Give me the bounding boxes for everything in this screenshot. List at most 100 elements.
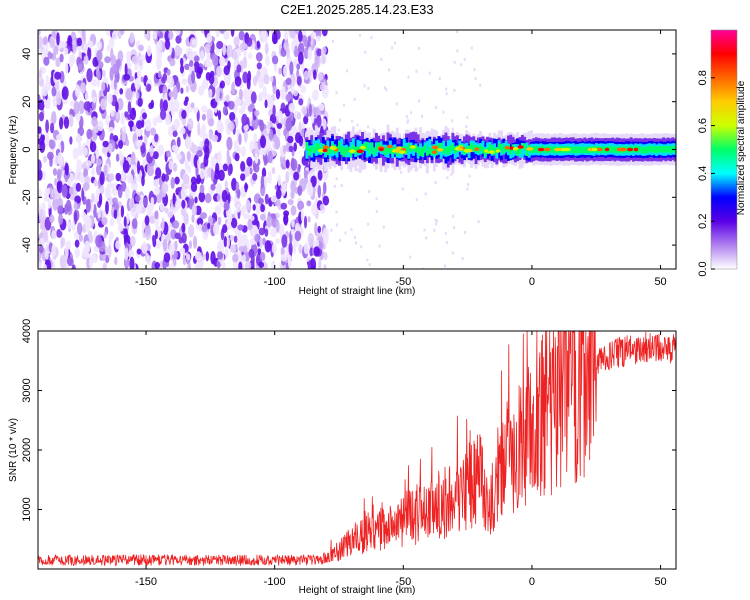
- spectrogram-noise-blob: [52, 197, 59, 211]
- spectrogram-speckle: [415, 198, 418, 202]
- spectrogram-noise-blob: [61, 86, 69, 100]
- spectrogram-noise-blob: [248, 52, 253, 60]
- spectrogram-noise-blob: [240, 173, 246, 182]
- spectrogram-speckle: [466, 187, 469, 191]
- spectrogram-signal-band: [625, 146, 628, 154]
- spectrogram-speckle: [356, 123, 359, 127]
- spectrogram-noise-blob: [217, 216, 222, 226]
- spectrogram-noise-blob: [235, 181, 240, 192]
- spectrogram-hot-spot: [619, 147, 627, 152]
- spectrogram-hot-spot: [463, 149, 471, 153]
- figure-title: C2E1.2025.285.14.23.E33: [280, 2, 433, 17]
- spectrogram-signal-band: [632, 146, 635, 153]
- spectrogram-noise-blob: [168, 160, 174, 170]
- spectrogram-noise-blob: [312, 69, 317, 80]
- spectrogram-speckle: [415, 69, 418, 73]
- spectrogram-noise-blob: [313, 246, 320, 257]
- spectrogram-noise-blob: [298, 98, 304, 106]
- spectrogram-noise-blob: [117, 186, 123, 199]
- spectrogram-noise-blob: [87, 217, 92, 229]
- spectrogram-noise-blob: [173, 163, 178, 172]
- spectrogram-noise-blob: [260, 204, 265, 213]
- spectrogram-noise-blob: [129, 107, 137, 121]
- spectrogram-noise-blob: [280, 253, 288, 262]
- spectrogram-speckle: [382, 132, 385, 136]
- spectrogram-noise-blob: [181, 109, 187, 119]
- spectrogram-speckle: [460, 63, 463, 67]
- spectrogram-signal-band: [419, 147, 422, 156]
- spectrogram-speckle: [401, 187, 404, 191]
- spectrogram-noise-blob: [320, 47, 325, 58]
- spectrogram-noise-blob: [114, 256, 118, 266]
- spectrogram-noise-blob: [258, 227, 265, 236]
- spectrogram-noise-blob: [317, 225, 322, 234]
- spectrogram-noise-blob: [255, 202, 261, 215]
- spectrogram-noise-blob: [152, 151, 159, 160]
- spectrogram-noise-blob: [48, 139, 56, 150]
- spectrogram-noise-blob: [283, 212, 289, 226]
- spectrogram-speckle: [333, 184, 336, 188]
- spectrogram-noise-blob: [223, 30, 230, 40]
- spectrogram-noise-blob: [74, 239, 80, 248]
- spectrogram-noise-blob: [107, 93, 113, 104]
- spectrogram-noise-blob: [234, 152, 240, 162]
- spectrogram-signal-band: [453, 147, 457, 154]
- spectrogram-noise-blob: [38, 99, 45, 111]
- spectrogram-signal-band: [326, 147, 330, 156]
- spectrogram-hot-spot: [396, 146, 402, 150]
- spectrogram-noise-blob: [88, 40, 94, 49]
- spectrogram-noise-blob: [242, 204, 247, 215]
- spectrogram-noise-blob: [101, 216, 108, 226]
- spectrogram-noise-blob: [102, 262, 107, 269]
- spectrogram-noise-blob: [175, 35, 182, 44]
- spectrogram-noise-blob: [54, 178, 58, 186]
- spectrogram-noise-blob: [204, 43, 211, 54]
- spectrogram-noise-blob: [187, 165, 192, 174]
- spectrogram-noise-blob: [123, 73, 131, 81]
- spectrogram-noise-blob: [191, 70, 196, 84]
- spectrogram-noise-blob: [58, 213, 64, 225]
- spectrogram-noise-blob: [168, 30, 174, 40]
- spectrogram-noise-blob: [298, 243, 303, 255]
- spectrogram-noise-blob: [154, 185, 160, 196]
- spectrogram-noise-blob: [272, 85, 277, 95]
- spectrogram-y-tick-label: 20: [21, 96, 33, 108]
- spectrogram-noise-blob: [85, 160, 92, 167]
- spectrogram-noise-blob: [323, 264, 327, 269]
- spectrogram-noise-blob: [259, 251, 266, 261]
- spectrogram-noise-blob: [191, 214, 195, 223]
- spectrogram-noise-blob: [136, 127, 143, 137]
- spectrogram-speckle: [456, 49, 459, 53]
- spectrogram-noise-blob: [104, 246, 108, 255]
- spectrogram-noise-blob: [231, 81, 236, 94]
- spectrogram-noise-blob: [100, 98, 107, 111]
- spectrogram-noise-blob: [102, 69, 106, 78]
- spectrogram-signal-band: [581, 146, 584, 153]
- spectrogram-noise-blob: [319, 83, 325, 91]
- spectrogram-noise-blob: [222, 163, 228, 172]
- spectrogram-noise-blob: [61, 237, 66, 247]
- spectrogram-noise-blob: [74, 84, 81, 98]
- spectrogram-noise-blob: [45, 74, 49, 84]
- spectrogram-signal-band: [439, 146, 443, 160]
- spectrogram-noise-blob: [168, 126, 173, 137]
- spectrogram-noise-blob: [303, 168, 308, 179]
- colorbar-label: Normalized spectral amplitude: [736, 80, 747, 215]
- spectrogram-noise-blob: [150, 99, 154, 109]
- spectrogram-noise-blob: [159, 31, 164, 39]
- spectrogram-speckle: [385, 88, 388, 92]
- spectrogram-noise-blob: [201, 105, 208, 113]
- spectrogram-noise-blob: [106, 30, 110, 37]
- spectrogram-noise-blob: [313, 239, 320, 248]
- spectrogram-noise-blob: [49, 35, 55, 49]
- spectrogram-noise-blob: [143, 197, 148, 207]
- spectrogram-speckle: [465, 125, 468, 128]
- spectrogram-noise-blob: [230, 217, 238, 229]
- spectrogram-noise-blob: [285, 94, 291, 102]
- spectrogram-signal-band: [643, 146, 647, 154]
- spectrogram-noise-blob: [174, 200, 182, 209]
- spectrogram-signal-band: [500, 143, 503, 151]
- spectrogram-noise-blob: [239, 42, 246, 52]
- spectrogram-hot-spot: [394, 149, 401, 153]
- spectrogram-noise-blob: [124, 63, 128, 76]
